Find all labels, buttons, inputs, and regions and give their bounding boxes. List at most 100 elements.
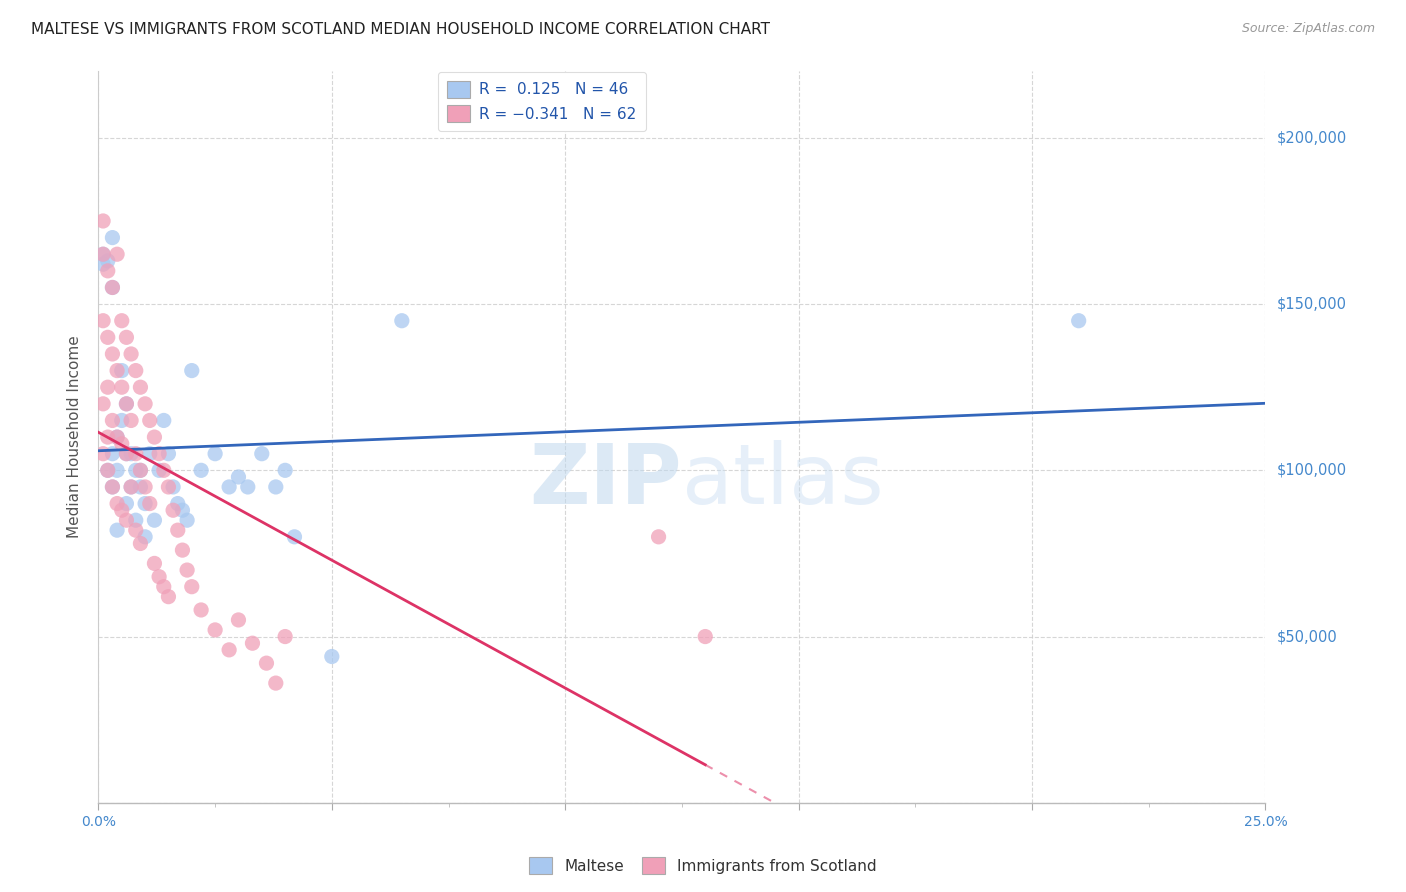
Point <box>647 530 669 544</box>
Point <box>105 430 128 444</box>
Point <box>134 530 156 544</box>
Point <box>283 530 305 544</box>
Point <box>218 643 240 657</box>
Point <box>105 523 128 537</box>
Point <box>97 253 120 268</box>
Point <box>264 676 287 690</box>
Point <box>134 397 156 411</box>
Text: atlas: atlas <box>682 441 883 522</box>
Point <box>152 463 174 477</box>
Point <box>162 480 184 494</box>
Point <box>105 247 128 261</box>
Point <box>250 447 273 461</box>
Point <box>120 347 142 361</box>
Point <box>695 630 717 644</box>
Point <box>101 413 124 427</box>
Legend: R =  0.125   N = 46, R = −0.341   N = 62: R = 0.125 N = 46, R = −0.341 N = 62 <box>439 71 645 131</box>
Point <box>190 603 212 617</box>
Point <box>115 447 138 461</box>
Point <box>148 463 170 477</box>
Point <box>111 380 134 394</box>
Point <box>115 397 138 411</box>
Point <box>134 497 156 511</box>
Point <box>274 463 297 477</box>
Point <box>143 430 166 444</box>
Point <box>129 480 152 494</box>
Point <box>172 503 194 517</box>
Point <box>129 463 152 477</box>
Text: $100,000: $100,000 <box>1277 463 1347 478</box>
Point <box>115 497 138 511</box>
Point <box>105 463 128 477</box>
Point <box>105 430 128 444</box>
Point <box>101 347 124 361</box>
Point <box>129 463 152 477</box>
Text: MALTESE VS IMMIGRANTS FROM SCOTLAND MEDIAN HOUSEHOLD INCOME CORRELATION CHART: MALTESE VS IMMIGRANTS FROM SCOTLAND MEDI… <box>31 22 770 37</box>
Point <box>125 447 148 461</box>
Point <box>120 480 142 494</box>
Point <box>152 413 174 427</box>
Point <box>97 380 120 394</box>
Point <box>125 463 148 477</box>
Point <box>391 314 413 328</box>
Text: Source: ZipAtlas.com: Source: ZipAtlas.com <box>1241 22 1375 36</box>
Point <box>129 380 152 394</box>
Point <box>91 447 114 461</box>
Point <box>125 513 148 527</box>
Point <box>120 413 142 427</box>
Text: $50,000: $50,000 <box>1277 629 1337 644</box>
Point <box>91 257 114 271</box>
Point <box>91 397 114 411</box>
Point <box>321 649 343 664</box>
Point <box>120 447 142 461</box>
Point <box>148 570 170 584</box>
Point <box>111 436 134 450</box>
Point <box>172 543 194 558</box>
Point <box>166 523 188 537</box>
Point <box>115 397 138 411</box>
Text: $150,000: $150,000 <box>1277 297 1347 311</box>
Point <box>157 447 180 461</box>
Point <box>115 330 138 344</box>
Point <box>274 630 297 644</box>
Point <box>91 214 114 228</box>
Point <box>176 563 198 577</box>
Point <box>97 463 120 477</box>
Point <box>97 430 120 444</box>
Point <box>120 480 142 494</box>
Text: ZIP: ZIP <box>530 441 682 522</box>
Point <box>180 580 202 594</box>
Point <box>134 480 156 494</box>
Point <box>91 314 114 328</box>
Point <box>91 247 114 261</box>
Point <box>218 480 240 494</box>
Point <box>157 480 180 494</box>
Point <box>180 363 202 377</box>
Point <box>256 656 278 670</box>
Point <box>101 480 124 494</box>
Point <box>111 314 134 328</box>
Point <box>105 363 128 377</box>
Point <box>101 230 124 244</box>
Point <box>228 470 250 484</box>
Point <box>143 513 166 527</box>
Point <box>111 413 134 427</box>
Point <box>101 280 124 294</box>
Point <box>139 497 162 511</box>
Point <box>228 613 250 627</box>
Point <box>115 513 138 527</box>
Point <box>139 413 162 427</box>
Point <box>97 330 120 344</box>
Point <box>101 280 124 294</box>
Point <box>101 447 124 461</box>
Point <box>105 497 128 511</box>
Point <box>129 536 152 550</box>
Point <box>242 636 264 650</box>
Point <box>111 503 134 517</box>
Point <box>139 447 162 461</box>
Point <box>152 580 174 594</box>
Point <box>125 363 148 377</box>
Point <box>166 497 188 511</box>
Point <box>97 264 120 278</box>
Point <box>111 363 134 377</box>
